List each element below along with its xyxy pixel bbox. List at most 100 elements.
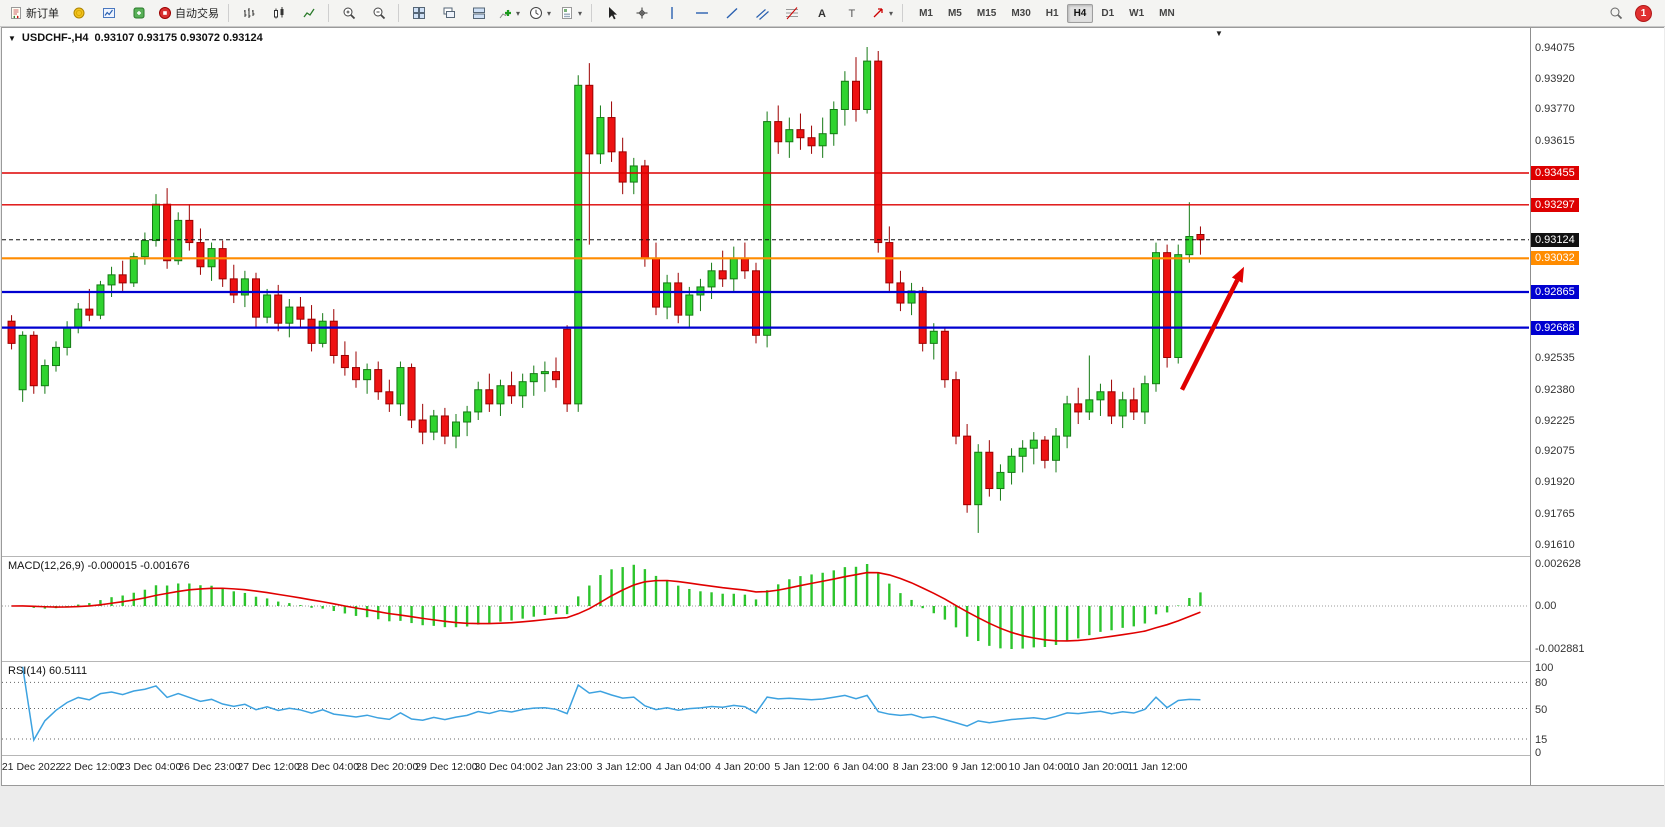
price-axis[interactable]: 0.94075 0.93920 0.93770 0.93615 0.92535 0.923… — [1530, 28, 1664, 785]
timeframe-h4-button[interactable]: H4 — [1066, 3, 1094, 23]
rsi-axis-tick: 50 — [1535, 703, 1548, 716]
time-axis-label: 22 Dec 12:00 — [59, 761, 123, 773]
svg-text:T: T — [848, 8, 855, 20]
timeframe-m5-button[interactable]: M5 — [947, 7, 962, 19]
notification-badge[interactable]: 1 — [1635, 4, 1652, 22]
arrow-shape-icon — [873, 8, 883, 18]
fibonacci-icon — [785, 7, 798, 20]
arrows-tool-button[interactable]: ▾ — [867, 2, 897, 25]
new-order-button[interactable]: 新订单 — [5, 2, 63, 25]
time-axis-label: 11 Jan 12:00 — [1127, 761, 1188, 773]
vertical-line-tool-button[interactable] — [657, 2, 686, 25]
line-chart-button[interactable] — [294, 2, 323, 25]
search-button[interactable] — [1601, 2, 1630, 25]
time-axis-label: 29 Dec 12:00 — [415, 761, 478, 773]
label-tool-button[interactable]: T — [837, 2, 866, 25]
indicators-button[interactable]: ▾ — [494, 2, 524, 25]
pane-resize-divider[interactable] — [2, 661, 1663, 662]
cascade-windows-button[interactable] — [434, 2, 463, 25]
charts-button[interactable] — [64, 2, 93, 25]
chart-window: ▼ USDCHF-,H4 0.93107 0.93175 0.93072 0.9… — [1, 27, 1664, 786]
templates-button[interactable]: ▾ — [556, 2, 586, 25]
current-price-badge: 0.93124 — [1531, 232, 1579, 247]
price-axis-tick: 0.94075 — [1535, 42, 1575, 54]
candlestick-chart-button[interactable] — [264, 2, 293, 25]
text-icon: A — [818, 8, 826, 20]
time-axis-label: 8 Jan 23:00 — [892, 761, 948, 773]
rsi-axis-tick: 80 — [1535, 677, 1548, 690]
window-footer — [0, 786, 1665, 827]
price-axis-tick: 0.92075 — [1535, 445, 1575, 458]
price-axis-tick: 0.93615 — [1535, 134, 1575, 147]
zoom-out-button[interactable] — [364, 2, 393, 25]
chevron-down-icon: ▾ — [547, 8, 552, 18]
clock-icon — [530, 7, 543, 19]
toolbar-separator — [328, 4, 329, 22]
macd-label: MACD(12,26,9) -0.000015 -0.001676 — [8, 560, 190, 572]
price-axis-tick: 0.93770 — [1535, 103, 1575, 116]
time-axis[interactable]: 21 Dec 2022 22 Dec 12:00 23 Dec 04:00 26 De… — [2, 756, 1529, 784]
svg-text:A: A — [818, 8, 826, 20]
search-icon — [1610, 7, 1622, 20]
autotrading-button[interactable]: 自动交易 — [154, 2, 223, 25]
autotrading-icon — [159, 7, 171, 19]
tile-windows-button[interactable] — [404, 2, 433, 25]
price-line-badge: 0.92688 — [1531, 320, 1579, 335]
rsi-pane[interactable]: RSI(14) 60.5111 — [2, 662, 1529, 755]
horizontal-line-icon — [695, 12, 708, 14]
channel-tool-button[interactable] — [747, 2, 776, 25]
pane-resize-divider[interactable] — [2, 556, 1663, 557]
macd-signal-line — [11, 571, 1201, 642]
chart-dropdown-icon[interactable]: ▼ — [8, 33, 16, 43]
zoom-in-button[interactable] — [334, 2, 363, 25]
bar-chart-button[interactable] — [234, 2, 263, 25]
text-tool-button[interactable]: A — [807, 2, 836, 25]
candlestick-chart-icon — [273, 7, 283, 19]
macd-pane[interactable]: MACD(12,26,9) -0.000015 -0.001676 — [2, 557, 1529, 661]
crosshair-icon — [636, 7, 648, 19]
time-axis-label: 5 Jan 12:00 — [774, 761, 830, 773]
line-chart-icon — [302, 8, 315, 18]
arrange-windows-button[interactable] — [464, 2, 493, 25]
price-axis-tick: 0.92380 — [1535, 383, 1575, 396]
chart-title: ▼ USDCHF-,H4 0.93107 0.93175 0.93072 0.9… — [8, 32, 263, 44]
macd-axis-tick: 0.002628 — [1535, 558, 1581, 570]
arrange-windows-icon — [472, 7, 485, 19]
periods-button[interactable]: ▾ — [525, 2, 555, 25]
price-line-badge: 0.92865 — [1531, 284, 1579, 299]
chevron-down-icon: ▾ — [578, 8, 583, 18]
time-axis-label: 4 Jan 04:00 — [655, 761, 711, 773]
rsi-axis-tick: 15 — [1535, 733, 1548, 746]
pane-resize-divider[interactable] — [2, 755, 1663, 756]
price-pane[interactable] — [2, 28, 1529, 556]
navigator-button[interactable] — [124, 2, 153, 25]
market-watch-button[interactable] — [94, 2, 123, 25]
price-axis-tick: 0.91920 — [1535, 476, 1575, 489]
period-marker-icon: ▼ — [1215, 29, 1223, 38]
cursor-icon — [608, 7, 617, 20]
rsi-level-lines — [2, 681, 1529, 740]
time-axis-label: 3 Jan 12:00 — [596, 761, 652, 773]
timeframe-m15-button[interactable]: M15 — [976, 7, 997, 19]
timeframe-h1-button[interactable]: H1 — [1045, 7, 1059, 19]
market-watch-icon — [102, 8, 115, 18]
time-axis-label: 10 Jan 04:00 — [1008, 761, 1070, 773]
trendline-tool-button[interactable] — [717, 2, 746, 25]
time-axis-label: 6 Jan 04:00 — [833, 761, 889, 773]
timeframe-m30-button[interactable]: M30 — [1011, 7, 1031, 19]
timeframe-mn-button[interactable]: MN — [1159, 7, 1175, 19]
timeframe-d1-button[interactable]: D1 — [1101, 7, 1115, 19]
price-axis-tick: 0.92225 — [1535, 415, 1575, 427]
cursor-button[interactable] — [597, 2, 626, 25]
time-axis-label: 28 Dec 20:00 — [355, 761, 419, 773]
timeframe-w1-button[interactable]: W1 — [1129, 7, 1145, 19]
navigator-icon — [133, 7, 144, 19]
price-axis-tick: 0.92535 — [1535, 352, 1575, 365]
fibonacci-tool-button[interactable] — [777, 2, 806, 25]
zoom-in-icon — [343, 7, 355, 20]
time-axis-label: 2 Jan 23:00 — [537, 761, 593, 773]
timeframe-m1-button[interactable]: M1 — [919, 7, 933, 19]
horizontal-line-tool-button[interactable] — [687, 2, 716, 25]
crosshair-button[interactable] — [627, 2, 656, 25]
